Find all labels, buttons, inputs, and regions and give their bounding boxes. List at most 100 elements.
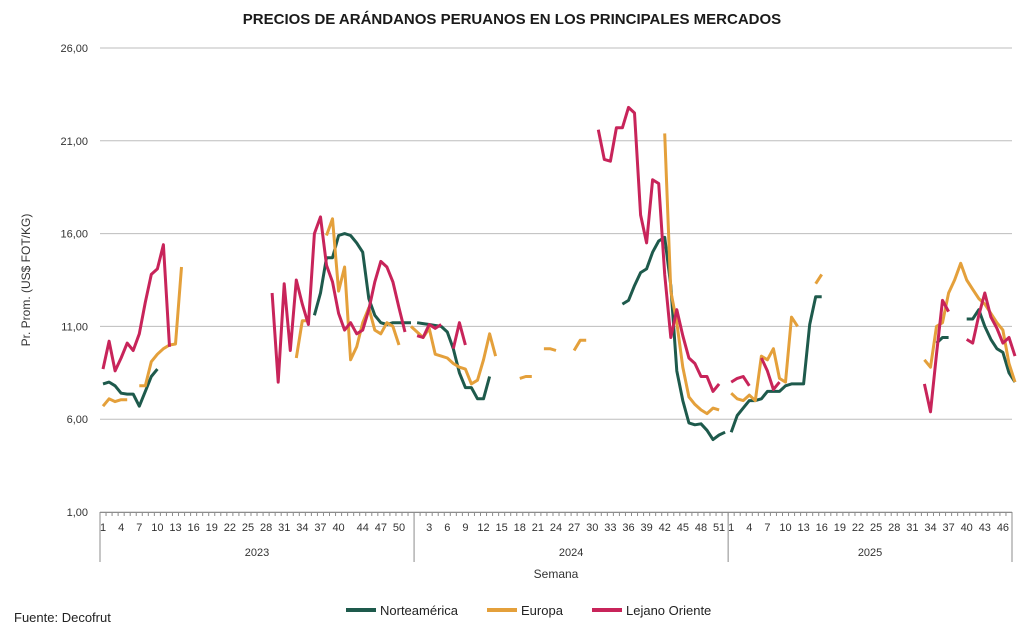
series-segment bbox=[139, 266, 183, 388]
series-segment bbox=[596, 105, 721, 393]
year-label: 2025 bbox=[858, 547, 882, 559]
x-tick-label: 16 bbox=[187, 522, 199, 534]
legend-label: Europa bbox=[521, 603, 564, 618]
x-tick-label: 28 bbox=[888, 522, 900, 534]
x-tick-label: 9 bbox=[462, 522, 468, 534]
series-segment bbox=[760, 357, 781, 391]
x-tick-label: 34 bbox=[924, 522, 936, 534]
x-tick-label: 25 bbox=[870, 522, 882, 534]
x-tick-label: 12 bbox=[477, 522, 489, 534]
series-norteamérica bbox=[102, 232, 1017, 442]
x-tick-label: 19 bbox=[834, 522, 846, 534]
series-segment bbox=[663, 133, 720, 416]
series-lines bbox=[101, 105, 1017, 442]
legend-item: Europa bbox=[487, 603, 564, 618]
source-note: Fuente: Decofrut bbox=[14, 610, 111, 625]
series-europa bbox=[101, 133, 1017, 416]
x-tick-label: 39 bbox=[640, 522, 652, 534]
y-tick-label: 16,00 bbox=[60, 229, 88, 241]
x-tick-label: 31 bbox=[906, 522, 918, 534]
y-tick-labels: 1,00 6,00 11,00 16,00 21,00 26,00 bbox=[60, 43, 88, 519]
series-segment bbox=[325, 217, 401, 362]
x-tick-label: 1 bbox=[100, 522, 106, 534]
series-segment bbox=[519, 375, 532, 380]
x-tick-label: 42 bbox=[659, 522, 671, 534]
x-tick-label: 36 bbox=[622, 522, 634, 534]
x-axis-label: Semana bbox=[534, 567, 579, 581]
x-tick-label: 1 bbox=[728, 522, 734, 534]
x-tick-labels: 1 4 7 10 13 16 19 22 25 28 31 34 37 40 44 47 50 3 6 9 12 15 18… bbox=[100, 522, 1009, 534]
legend-label: Lejano Oriente bbox=[626, 603, 711, 618]
x-tick-label: 28 bbox=[260, 522, 272, 534]
y-tick-label: 21,00 bbox=[60, 136, 88, 148]
series-segment bbox=[730, 375, 751, 387]
year-label: 2023 bbox=[245, 547, 269, 559]
x-tick-label: 44 bbox=[357, 522, 369, 534]
year-label: 2024 bbox=[559, 547, 583, 559]
x-tick-label: 24 bbox=[550, 522, 562, 534]
x-tick-label: 47 bbox=[375, 522, 387, 534]
y-tick-label: 26,00 bbox=[60, 43, 88, 55]
x-tick-label: 7 bbox=[136, 522, 142, 534]
series-segment bbox=[270, 215, 407, 384]
y-tick-label: 11,00 bbox=[61, 321, 88, 333]
x-tick-label: 30 bbox=[586, 522, 598, 534]
y-gridlines bbox=[100, 47, 1012, 513]
x-tick-label: 48 bbox=[695, 522, 707, 534]
x-tick-label: 13 bbox=[798, 522, 810, 534]
series-segment bbox=[312, 232, 411, 326]
year-labels: 2023 2024 2025 bbox=[245, 547, 883, 559]
x-tick-label: 3 bbox=[426, 522, 432, 534]
series-segment bbox=[922, 298, 950, 414]
series-segment bbox=[101, 243, 171, 373]
x-tick-label: 19 bbox=[206, 522, 218, 534]
x-tick-label: 50 bbox=[393, 522, 405, 534]
x-tick-label: 22 bbox=[852, 522, 864, 534]
series-segment bbox=[730, 315, 799, 403]
x-tick-label: 33 bbox=[604, 522, 616, 534]
x-tick-label: 22 bbox=[224, 522, 236, 534]
series-segment bbox=[543, 347, 557, 352]
x-tick-label: 37 bbox=[314, 522, 326, 534]
x-tick-label: 6 bbox=[444, 522, 450, 534]
x-tick-label: 43 bbox=[979, 522, 991, 534]
series-segment bbox=[572, 338, 587, 352]
x-tick-label: 10 bbox=[151, 522, 163, 534]
y-tick-label: 6,00 bbox=[67, 414, 88, 426]
x-tick-label: 21 bbox=[532, 522, 544, 534]
series-segment bbox=[965, 291, 1017, 357]
x-tick-label: 13 bbox=[169, 522, 181, 534]
series-segment bbox=[101, 397, 128, 408]
x-tick-label: 40 bbox=[961, 522, 973, 534]
x-tick-label: 40 bbox=[332, 522, 344, 534]
x-tick-label: 15 bbox=[496, 522, 508, 534]
y-tick-label: 1,00 bbox=[67, 507, 88, 519]
x-tick-label: 27 bbox=[568, 522, 580, 534]
series-lejano-oriente bbox=[101, 105, 1017, 414]
series-segment bbox=[102, 368, 159, 408]
x-tick-label: 18 bbox=[514, 522, 526, 534]
series-segment bbox=[416, 321, 492, 401]
series-segment bbox=[966, 308, 1017, 383]
legend-item: Norteamérica bbox=[346, 603, 459, 618]
x-tick-label: 34 bbox=[296, 522, 308, 534]
x-tick-label: 51 bbox=[713, 522, 725, 534]
legend: Norteamérica Europa Lejano Oriente bbox=[346, 603, 711, 618]
x-tick-label: 31 bbox=[278, 522, 290, 534]
x-axis bbox=[99, 512, 1013, 562]
series-segment bbox=[416, 323, 443, 339]
x-tick-label: 16 bbox=[816, 522, 828, 534]
legend-item: Lejano Oriente bbox=[592, 603, 711, 618]
chart-title: PRECIOS DE ARÁNDANOS PERUANOS EN LOS PRI… bbox=[243, 11, 781, 28]
series-segment bbox=[814, 273, 823, 285]
y-axis-label: Pr. Prom. (US$ FOT/KG) bbox=[19, 214, 33, 347]
x-tick-label: 4 bbox=[746, 522, 752, 534]
x-tick-label: 7 bbox=[764, 522, 770, 534]
x-tick-label: 10 bbox=[779, 522, 791, 534]
x-tick-label: 46 bbox=[997, 522, 1009, 534]
x-tick-label: 25 bbox=[242, 522, 254, 534]
legend-label: Norteamérica bbox=[380, 603, 459, 618]
series-segment bbox=[923, 261, 1017, 383]
series-segment bbox=[729, 295, 822, 433]
